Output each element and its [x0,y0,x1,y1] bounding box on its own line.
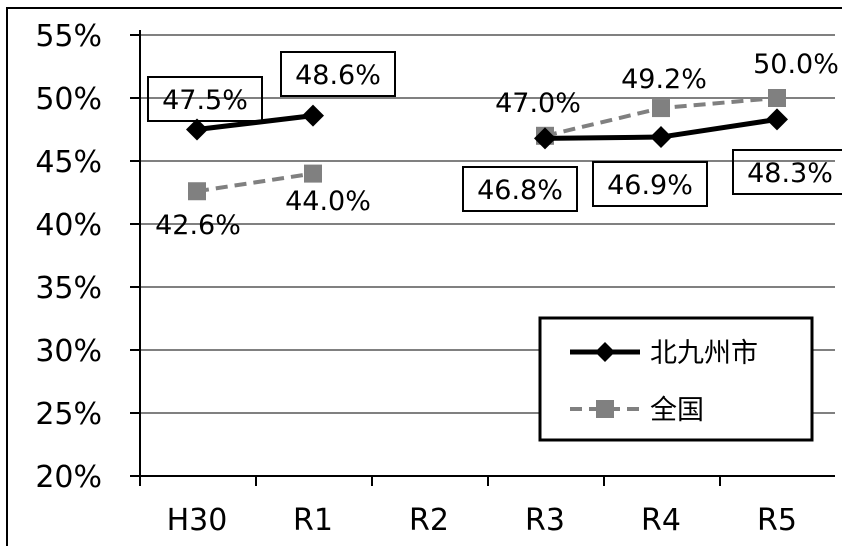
y-tick-label: 40% [35,208,102,243]
legend-marker [596,400,614,418]
data-point [650,126,672,149]
data-point [768,89,786,107]
x-tick-label: R1 [293,503,333,538]
data-label: 46.9% [607,170,693,201]
x-tick-label: R5 [757,503,797,538]
y-tick-label: 45% [35,145,102,180]
data-label-box [280,51,396,97]
series-line-kitakyushu [196,113,314,132]
series-line-national [196,171,314,194]
x-tick-label: R3 [525,503,565,538]
series-layer [186,89,788,201]
y-tick-label: 30% [35,334,102,369]
x-tick-label: R2 [409,503,449,538]
y-tick-label: 50% [35,82,102,117]
axes: 20% 25% 30% 35% 40% 45% 50% 55% H30 R1 R2 R3 R4 R5 [6,7,842,546]
data-label: 49.2% [621,64,707,95]
data-label: 48.3% [747,158,833,189]
data-point [188,182,206,201]
gridlines [140,34,835,414]
data-point [302,104,324,127]
y-tick-label: 20% [35,460,102,495]
legend-box [538,316,814,442]
data-label: 42.6% [155,210,241,241]
x-tick-label: R4 [641,503,681,538]
data-label-box [462,166,578,212]
data-label-box [732,149,842,195]
data-point [304,164,322,183]
data-label: 44.0% [285,186,371,217]
legend-label: 全国 [650,395,704,426]
data-point [652,99,670,118]
data-label: 48.6% [295,60,381,91]
data-point [766,108,788,131]
data-label: 47.5% [162,85,248,116]
data-point [186,118,208,141]
data-label-box [147,76,263,122]
data-label: 47.0% [495,88,581,119]
y-tick-label: 55% [35,19,102,54]
data-labels: 47.5% 48.6% 46.8% 46.9% 48.3% 42.6% 44.0% 47.0%… [147,49,842,241]
data-label: 50.0% [753,49,839,80]
y-tick-label: 25% [35,397,102,432]
legend-marker [595,342,615,362]
data-label-box [592,161,708,207]
data-point [534,127,556,150]
x-tick-label: H30 [167,503,228,538]
legend-label: 北九州市 [650,338,758,369]
data-label: 46.8% [477,175,563,206]
y-tick-label: 35% [35,271,102,306]
